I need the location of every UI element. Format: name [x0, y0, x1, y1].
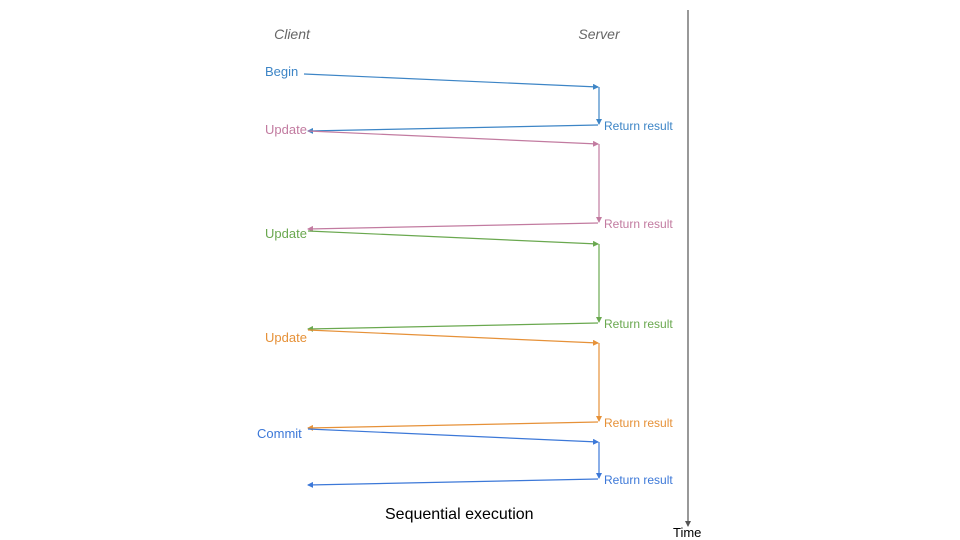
- client-header: Client: [274, 26, 310, 42]
- time-axis-label: Time: [673, 525, 702, 540]
- request-label: Commit: [257, 426, 302, 441]
- response-label: Return result: [604, 317, 673, 331]
- response-arrow: [307, 124, 599, 134]
- response-label: Return result: [604, 119, 673, 133]
- request-arrow: [307, 130, 599, 147]
- response-arrow: [307, 421, 599, 431]
- request-label: Update: [265, 330, 307, 345]
- request-arrow: [307, 329, 599, 346]
- request-label: Update: [265, 226, 307, 241]
- response-arrow: [307, 322, 599, 332]
- request-label: Update: [265, 122, 307, 137]
- response-arrow: [307, 222, 599, 232]
- response-label: Return result: [604, 416, 673, 430]
- request-arrow: [303, 73, 599, 90]
- request-arrow: [307, 428, 599, 445]
- response-label: Return result: [604, 217, 673, 231]
- request-arrow: [307, 230, 599, 247]
- response-label: Return result: [604, 473, 673, 487]
- request-label: Begin: [265, 64, 299, 79]
- response-arrow: [307, 478, 599, 488]
- diagram-caption: Sequential execution: [385, 506, 534, 523]
- server-header: Server: [578, 26, 620, 42]
